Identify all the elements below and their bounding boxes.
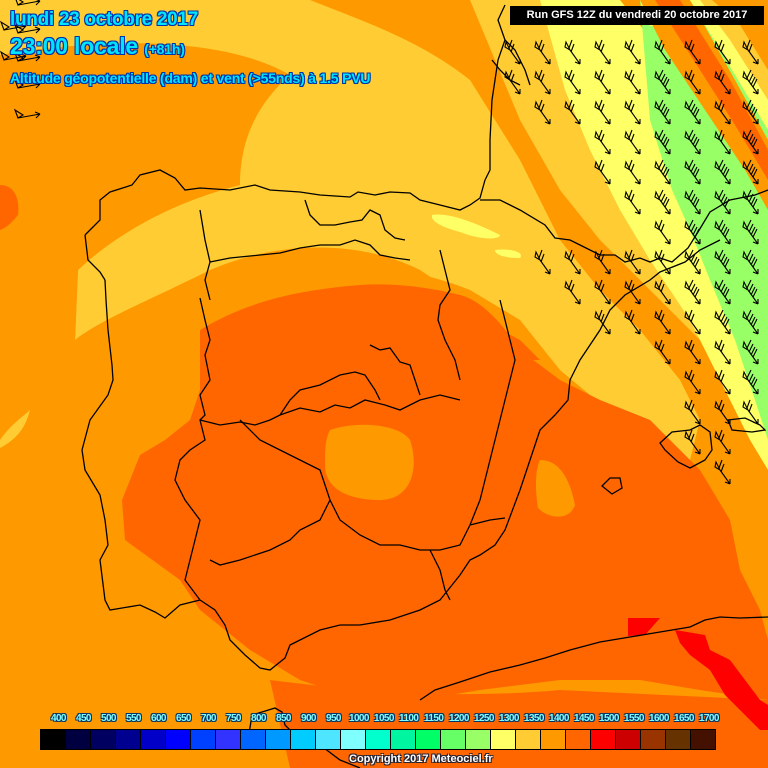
legend-swatch-1150 xyxy=(416,730,441,749)
legend-swatch-1050 xyxy=(366,730,391,749)
legend-swatch-550 xyxy=(116,730,141,749)
legend-label-1450: 1450 xyxy=(574,713,594,724)
legend-label-700: 700 xyxy=(201,713,216,724)
legend-swatch-1000 xyxy=(341,730,366,749)
legend-label-1000: 1000 xyxy=(349,713,369,724)
legend-swatch-950 xyxy=(316,730,341,749)
lead-time: (+81h) xyxy=(144,41,185,57)
parameter-title: Altitude géopotentielle (dam) et vent (>… xyxy=(10,70,371,86)
legend-label-1650: 1650 xyxy=(674,713,694,724)
legend-swatch-1700 xyxy=(691,730,715,749)
legend-swatch-1500 xyxy=(591,730,616,749)
legend-swatch-1650 xyxy=(666,730,691,749)
legend-swatch-400 xyxy=(41,730,66,749)
legend-swatch-900 xyxy=(291,730,316,749)
legend-swatch-850 xyxy=(266,730,291,749)
legend-swatch-1400 xyxy=(541,730,566,749)
legend-label-800: 800 xyxy=(251,713,266,724)
legend-swatch-1200 xyxy=(441,730,466,749)
legend-label-1300: 1300 xyxy=(499,713,519,724)
legend-label-900: 900 xyxy=(301,713,316,724)
legend-label-1600: 1600 xyxy=(649,713,669,724)
band-1500 xyxy=(628,618,660,636)
legend-label-1050: 1050 xyxy=(374,713,394,724)
legend-swatch-450 xyxy=(66,730,91,749)
legend-swatch-1550 xyxy=(616,730,641,749)
legend-label-950: 950 xyxy=(326,713,341,724)
color-legend: 400 450 500 550 600 650 700 750 800 850 900 950 1000… xyxy=(40,713,740,750)
legend-swatch-1300 xyxy=(491,730,516,749)
legend-label-1400: 1400 xyxy=(549,713,569,724)
legend-label-1350: 1350 xyxy=(524,713,544,724)
legend-swatch-700 xyxy=(191,730,216,749)
legend-swatch-1600 xyxy=(641,730,666,749)
legend-label-650: 650 xyxy=(176,713,191,724)
legend-swatch-1100 xyxy=(391,730,416,749)
forecast-date: lundi 23 octobre 2017 xyxy=(10,9,198,30)
legend-label-400: 400 xyxy=(51,713,66,724)
legend-swatch-600 xyxy=(141,730,166,749)
legend-labels: 400 450 500 550 600 650 700 750 800 850 900 950 1000… xyxy=(40,713,740,729)
legend-label-450: 450 xyxy=(76,713,91,724)
legend-label-1100: 1100 xyxy=(399,713,419,724)
legend-label-500: 500 xyxy=(101,713,116,724)
coastlines xyxy=(81,4,768,768)
legend-swatch-1250 xyxy=(466,730,491,749)
legend-swatch-1350 xyxy=(516,730,541,749)
forecast-time: 23:00 locale (+81h) xyxy=(10,33,185,60)
legend-label-1150: 1150 xyxy=(424,713,444,724)
legend-swatch-650 xyxy=(166,730,191,749)
copyright: Copyright 2017 Meteociel.fr xyxy=(349,753,493,765)
legend-label-550: 550 xyxy=(126,713,141,724)
legend-label-1200: 1200 xyxy=(449,713,469,724)
legend-swatch-750 xyxy=(216,730,241,749)
local-time: 23:00 locale xyxy=(10,33,139,59)
band-1450 xyxy=(122,284,768,700)
legend-swatch-500 xyxy=(91,730,116,749)
legend-label-850: 850 xyxy=(276,713,291,724)
legend-label-1700: 1700 xyxy=(699,713,719,724)
legend-label-1550: 1550 xyxy=(624,713,644,724)
model-run-label: Run GFS 12Z du vendredi 20 octobre 2017 xyxy=(510,6,764,25)
legend-swatch-800 xyxy=(241,730,266,749)
legend-swatches xyxy=(40,729,716,750)
legend-label-600: 600 xyxy=(151,713,166,724)
band-1300 xyxy=(540,0,768,470)
legend-label-1500: 1500 xyxy=(599,713,619,724)
legend-label-1250: 1250 xyxy=(474,713,494,724)
legend-label-750: 750 xyxy=(226,713,241,724)
legend-swatch-1450 xyxy=(566,730,591,749)
band-1400-spot xyxy=(325,424,414,500)
